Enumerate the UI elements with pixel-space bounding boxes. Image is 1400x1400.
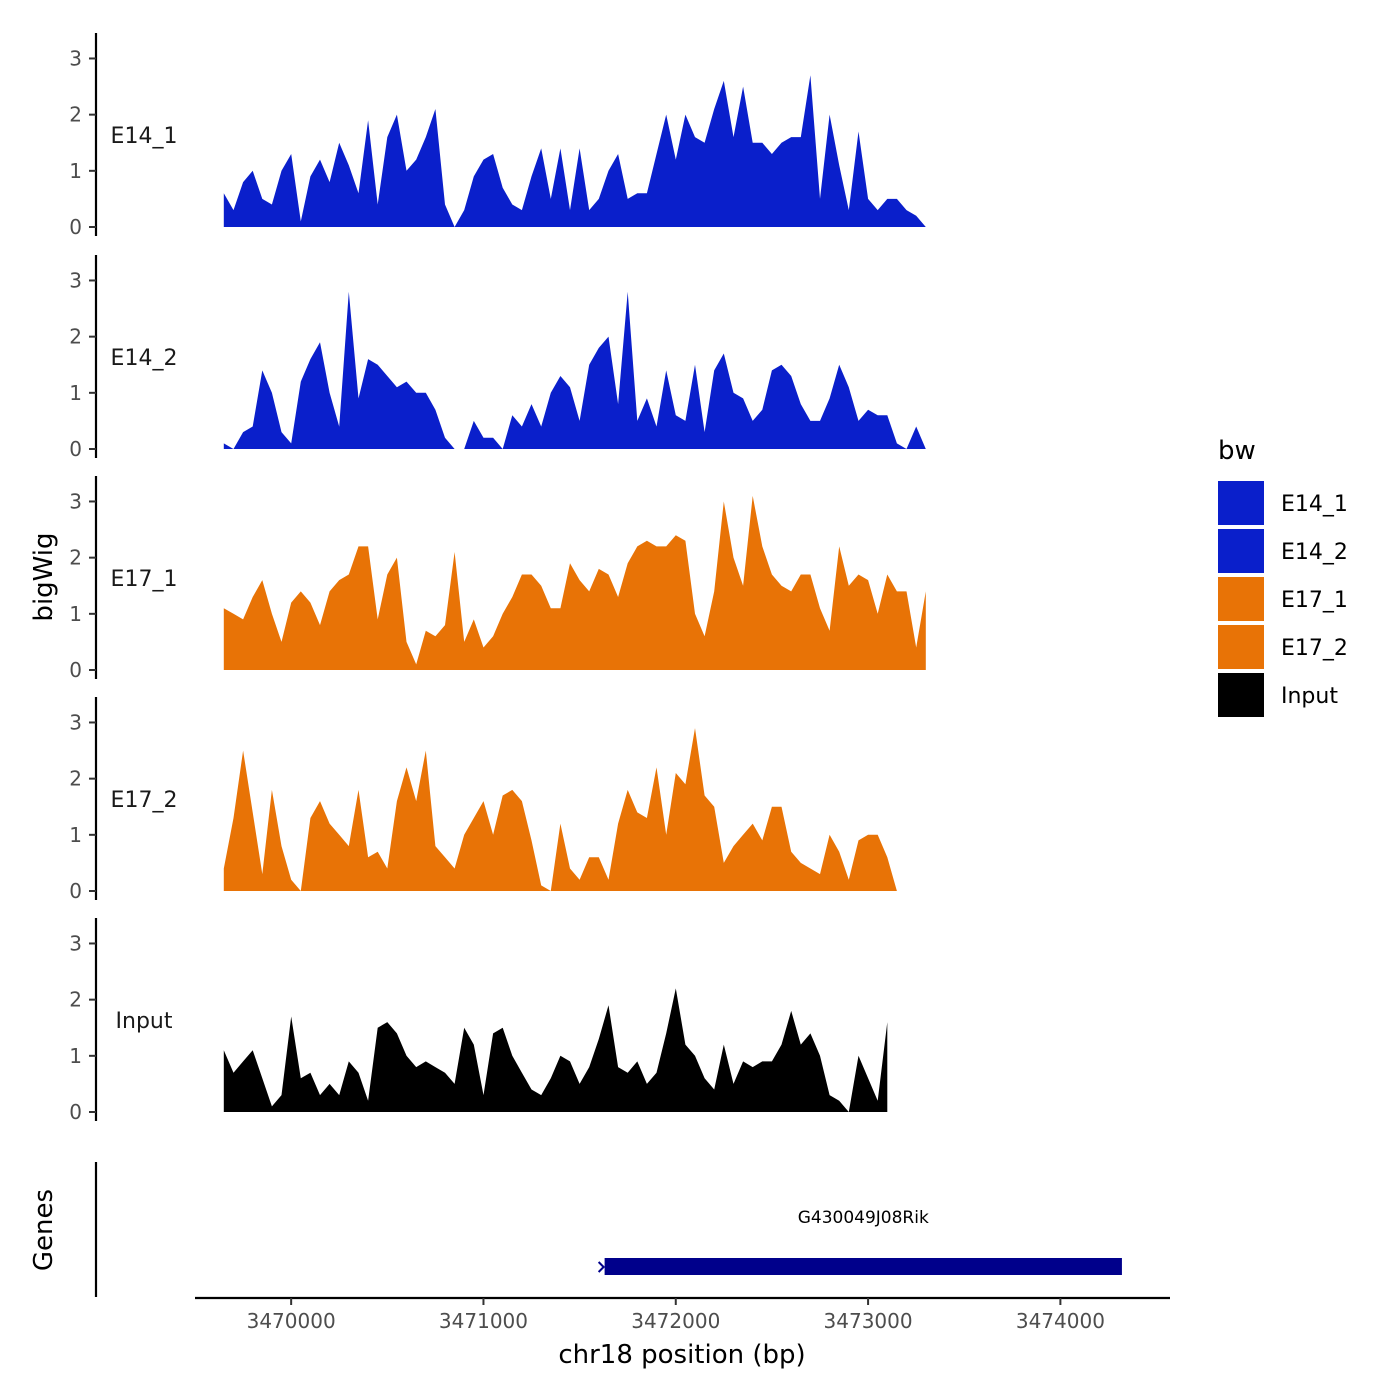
y-tick-label: 1 xyxy=(69,159,82,183)
track-label: E14_1 xyxy=(111,124,178,149)
x-tick-label: 3473000 xyxy=(824,1309,913,1333)
y-tick-label: 1 xyxy=(69,1044,82,1068)
genes-panel: Genes G430049J08Rik xyxy=(29,1162,1122,1297)
coverage-area-E17_1 xyxy=(223,495,926,670)
y-tick-label: 3 xyxy=(69,46,82,70)
track-E17_1: 0 1 2 3 E17_1 xyxy=(69,476,926,682)
y-tick-label: 0 xyxy=(69,437,82,461)
track-panels: 0 1 2 3 E14_1 0 1 2 3 E14_2 0 1 2 3 E17_1 0 1 2 3 E17_2 0 1 2 3… xyxy=(69,33,926,1124)
track-E14_1: 0 1 2 3 E14_1 xyxy=(69,33,926,239)
y-tick-label: 0 xyxy=(69,1100,82,1124)
legend-key-E17_1 xyxy=(1218,577,1264,621)
y-tick-label: 0 xyxy=(69,658,82,682)
track-E14_2: 0 1 2 3 E14_2 xyxy=(69,255,926,461)
gene-models: G430049J08Rik xyxy=(597,1208,1122,1275)
legend-label: Input xyxy=(1281,684,1338,709)
x-axis: 3470000 3471000 3472000 3473000 3474000 xyxy=(195,1296,1170,1333)
track-label: E17_2 xyxy=(111,788,178,813)
legend-label: E17_2 xyxy=(1281,636,1348,661)
gene-name-label: G430049J08Rik xyxy=(798,1208,929,1228)
track-label: Input xyxy=(116,1009,173,1034)
coverage-area-E14_1 xyxy=(223,75,926,227)
x-tick-label: 3472000 xyxy=(631,1309,720,1333)
x-tick-label: 3470000 xyxy=(247,1309,336,1333)
y-tick-label: 3 xyxy=(69,710,82,734)
track-label: E14_2 xyxy=(111,346,178,371)
y-tick-label: 3 xyxy=(69,931,82,955)
y-tick-label: 1 xyxy=(69,602,82,626)
y-tick-label: 1 xyxy=(69,823,82,847)
legend-title: bw xyxy=(1218,436,1256,466)
coverage-area-E17_2 xyxy=(223,728,897,891)
legend-label: E14_1 xyxy=(1281,492,1348,517)
x-axis-title: chr18 position (bp) xyxy=(558,1340,805,1370)
y-tick-label: 2 xyxy=(69,546,82,570)
y-tick-label: 2 xyxy=(69,988,82,1012)
legend-key-E14_1 xyxy=(1218,481,1264,525)
legend-label: E17_1 xyxy=(1281,588,1348,613)
y-tick-label: 3 xyxy=(69,268,82,292)
y-tick-label: 2 xyxy=(69,325,82,349)
y-tick-label: 0 xyxy=(69,215,82,239)
y-tick-label: 1 xyxy=(69,381,82,405)
legend: bw E14_1 E14_2 E17_1 E17_2 Input xyxy=(1218,436,1348,717)
coverage-area-E14_2 xyxy=(223,291,926,449)
y-tick-label: 2 xyxy=(69,103,82,127)
legend-key-E14_2 xyxy=(1218,529,1264,573)
legend-key-E17_2 xyxy=(1218,625,1264,669)
legend-label: E14_2 xyxy=(1281,540,1348,565)
y-tick-label: 3 xyxy=(69,489,82,513)
gene-body xyxy=(604,1258,1122,1275)
genes-axis-title: Genes xyxy=(29,1189,59,1271)
strand-arrow-icon xyxy=(597,1261,606,1273)
x-tick-label: 3471000 xyxy=(439,1309,528,1333)
y-axis-title: bigWig xyxy=(29,532,59,621)
x-tick-label: 3474000 xyxy=(1016,1309,1105,1333)
y-tick-label: 0 xyxy=(69,879,82,903)
legend-key-Input xyxy=(1218,673,1264,717)
track-Input: 0 1 2 3 Input xyxy=(69,918,888,1124)
coverage-area-Input xyxy=(223,988,888,1112)
track-E17_2: 0 1 2 3 E17_2 xyxy=(69,697,897,903)
y-tick-label: 2 xyxy=(69,767,82,791)
track-label: E17_1 xyxy=(111,567,178,592)
